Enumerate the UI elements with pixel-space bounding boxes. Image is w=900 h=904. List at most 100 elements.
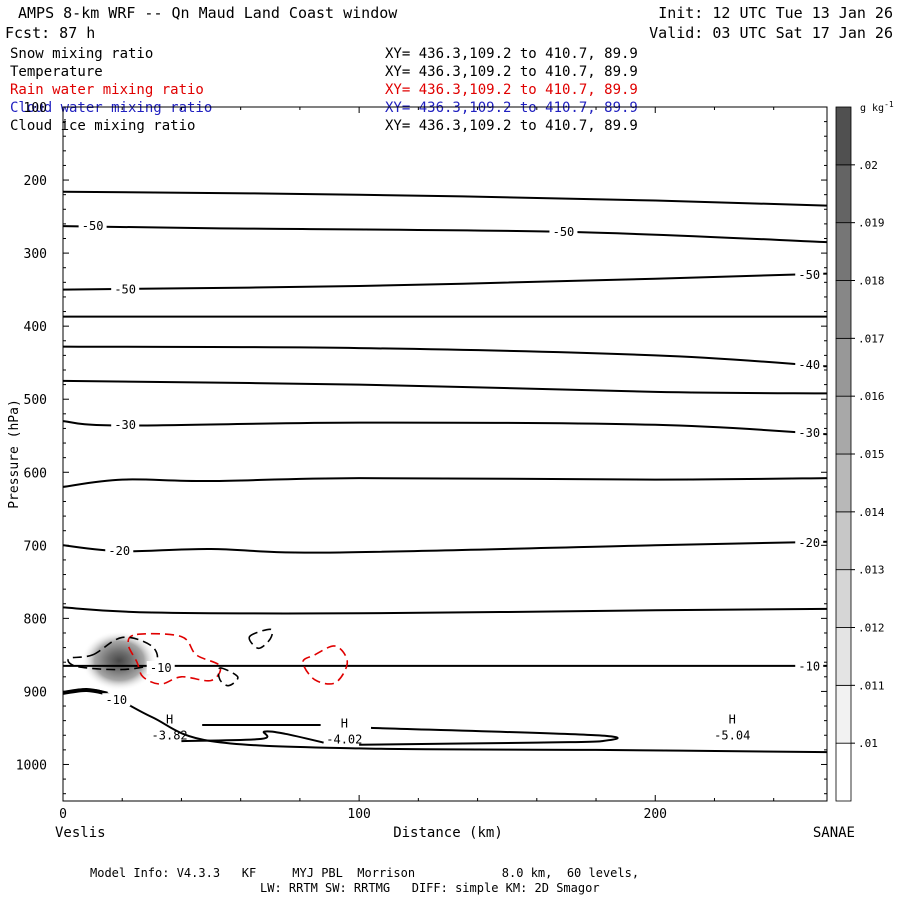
colorbar-swatch	[835, 569, 852, 628]
high-marker: H	[341, 716, 348, 730]
temperature-label-bg	[795, 659, 824, 673]
cloud-ice-contour	[217, 667, 239, 687]
temperature-label-bg	[146, 661, 175, 675]
y-tick-label: 400	[24, 320, 47, 335]
temperature-label-bg	[105, 544, 134, 558]
colorbar-label: .02	[858, 159, 878, 172]
temperature-label-bg	[549, 224, 578, 238]
init-time: Init: 12 UTC Tue 13 Jan 26	[658, 4, 893, 22]
temperature-contour	[63, 606, 827, 615]
temperature-label-bg	[795, 357, 824, 371]
colorbar-swatch	[835, 164, 852, 224]
temperature-label: -30	[114, 418, 136, 432]
colorbar-unit-exponent: -1	[884, 100, 894, 109]
high-marker: H	[729, 713, 736, 727]
temperature-contour	[63, 190, 827, 207]
colorbar-label: .014	[858, 506, 885, 519]
right-endpoint-label: SANAE	[813, 825, 855, 841]
valid-time: Valid: 03 UTC Sat 17 Jan 26	[649, 24, 893, 42]
temperature-label-bg	[102, 693, 131, 707]
colorbar-label: .012	[858, 622, 885, 635]
temperature-label: -50	[553, 225, 575, 239]
figure-title: AMPS 8-km WRF -- Qn Maud Land Coast wind…	[18, 4, 398, 22]
colorbar-label: .019	[858, 217, 885, 230]
colorbar-label: .018	[858, 275, 885, 288]
colorbar-swatch	[835, 742, 852, 802]
rain-water-contour	[302, 645, 349, 685]
high-marker: H	[166, 713, 173, 727]
y-axis-label: Pressure (hPa)	[7, 399, 22, 509]
temperature-label: -10	[150, 661, 172, 675]
rain-water-contour	[127, 632, 222, 685]
left-endpoint-label: Veslis	[55, 825, 106, 841]
y-tick-label: 700	[24, 539, 47, 554]
x-tick-label: 100	[347, 807, 370, 822]
colorbar-swatch	[835, 337, 852, 397]
temperature-label: -50	[114, 283, 136, 297]
field-xy: XY= 436.3,109.2 to 410.7, 89.9	[385, 82, 638, 98]
temperature-contour	[63, 225, 827, 244]
high-value: -4.02	[326, 732, 362, 746]
colorbar-label: .01	[858, 737, 878, 750]
colorbar-label: .013	[858, 564, 885, 577]
y-tick-label: 200	[24, 174, 47, 189]
temperature-contour	[63, 272, 827, 291]
temperature-label: -20	[108, 544, 130, 558]
model-info-line1: Model Info: V4.3.3 KF MYJ PBL Morrison 8…	[90, 866, 639, 880]
colorbar: .01 .011 .012 .013 .014 .015 .016 .017 .018 .019.…	[835, 106, 885, 802]
temperature-label: -30	[798, 426, 820, 440]
high-value: -5.04	[714, 729, 750, 743]
model-info-line2: LW: RRTM SW: RRTMG DIFF: simple KM: 2D S…	[260, 881, 600, 895]
colorbar-swatch	[835, 395, 852, 455]
x-tick-label: 0	[59, 807, 67, 822]
temperature-label-bg	[795, 268, 824, 282]
temperature-label-layer: -50 -50 -50 -50 -40 -30 -30 -20 -20 -10 -10 -10	[78, 219, 824, 707]
y-tick-label: 900	[24, 685, 47, 700]
colorbar-label: .015	[858, 448, 885, 461]
colorbar-label: .011	[858, 679, 885, 692]
temperature-contour	[63, 477, 827, 488]
y-tick-label: 100	[24, 101, 47, 116]
x-tick-label: 200	[644, 807, 667, 822]
colorbar-swatch	[835, 222, 852, 281]
forecast-hour: Fcst: 87 h	[5, 24, 95, 42]
temperature-contour	[63, 540, 827, 554]
pressure-contour	[359, 726, 619, 746]
cloud-ice-contour	[67, 636, 159, 671]
temperature-label-bg	[111, 417, 140, 431]
colorbar-unit-text: g kg	[860, 103, 884, 114]
temperature-label: -10	[798, 660, 820, 674]
field-name: Cloud ice mixing ratio	[10, 118, 195, 134]
rain-contour-layer	[127, 632, 349, 685]
colorbar-swatch	[835, 453, 852, 513]
field-name: Rain water mixing ratio	[10, 82, 204, 98]
colorbar-swatch	[835, 627, 852, 686]
temperature-label-bg	[795, 536, 824, 550]
surface-pressure-bold	[63, 687, 108, 696]
y-tick-label: 1000	[16, 758, 47, 773]
temperature-label: -50	[798, 268, 820, 282]
temperature-label-bg	[78, 219, 107, 233]
colorbar-swatch	[835, 684, 852, 744]
y-tick-label: 300	[24, 247, 47, 262]
pressure-contour	[181, 730, 324, 744]
temperature-contour	[63, 420, 827, 436]
colorbar-swatch	[835, 106, 852, 166]
temperature-contour-layer	[63, 190, 827, 667]
cloud-ice-contour	[248, 628, 274, 650]
temperature-label: -40	[798, 358, 820, 372]
colorbar-swatch	[835, 511, 852, 571]
plot-frame	[62, 106, 828, 802]
temperature-label: -50	[82, 219, 104, 233]
temperature-label-bg	[795, 425, 824, 439]
y-tick-label: 500	[24, 393, 47, 408]
temperature-contour	[63, 379, 827, 395]
y-tick-label: 600	[24, 466, 47, 481]
field-name: Cloud water mixing ratio	[10, 100, 212, 116]
colorbar-label: .016	[858, 390, 885, 403]
colorbar-label: .017	[858, 332, 885, 345]
temperature-label: -10	[105, 693, 127, 707]
y-tick-label: 800	[24, 612, 47, 627]
